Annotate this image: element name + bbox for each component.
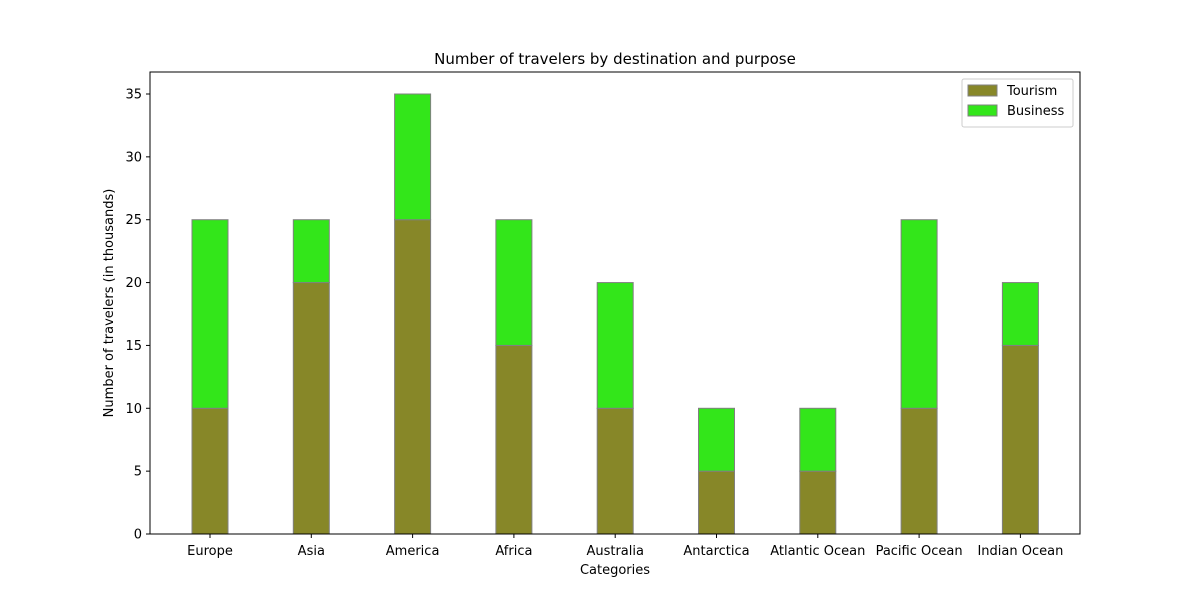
y-tick-label: 25 (125, 213, 142, 228)
bar-business-pacific-ocean (900, 219, 938, 409)
bar-tourism-indian-ocean (1001, 344, 1039, 535)
bar-tourism-pacific-ocean (900, 407, 938, 535)
legend: Tourism Business (961, 78, 1074, 128)
bar-business-asia (292, 219, 330, 284)
legend-swatch-tourism (967, 84, 998, 97)
x-tick-label: Antarctica (683, 544, 749, 559)
x-tick-label: Europe (187, 544, 233, 559)
x-axis-label: Categories (580, 563, 650, 578)
y-tick-label: 20 (125, 276, 142, 291)
bar-business-atlantic-ocean (799, 407, 837, 472)
legend-label-business: Business (1007, 104, 1065, 119)
x-axis: Europe Asia America Africa Australia Antarcti… (187, 534, 1063, 559)
x-tick-label: Indian Ocean (977, 544, 1063, 559)
y-tick-label: 10 (125, 402, 142, 417)
x-tick-label: Africa (495, 544, 532, 559)
chart-title: Number of travelers by destination and p… (434, 50, 796, 68)
bar-tourism-africa (495, 344, 533, 535)
bar-business-indian-ocean (1001, 282, 1039, 346)
y-tick-label: 5 (134, 465, 142, 480)
bar-tourism-asia (292, 282, 330, 535)
y-tick-label: 15 (125, 339, 142, 354)
bar-tourism-australia (596, 407, 634, 535)
bar-tourism-europe (191, 407, 229, 535)
legend-label-tourism: Tourism (1006, 84, 1057, 99)
y-tick-label: 30 (125, 150, 142, 165)
bar-tourism-america (394, 219, 432, 535)
bar-tourism-atlantic-ocean (799, 470, 837, 535)
x-tick-label: Atlantic Ocean (770, 544, 865, 559)
bar-business-antarctica (698, 407, 735, 472)
y-tick-label: 0 (134, 528, 142, 543)
bar-business-america (394, 93, 432, 221)
y-axis: 0 5 10 15 20 25 30 35 (125, 88, 150, 543)
y-tick-label: 35 (125, 88, 142, 103)
bar-business-europe (191, 219, 229, 409)
x-tick-label: Asia (298, 544, 325, 559)
x-tick-label: Australia (586, 544, 644, 559)
legend-swatch-business (967, 104, 998, 117)
x-tick-label: Pacific Ocean (876, 544, 963, 559)
y-axis-label: Number of travelers (in thousands) (102, 189, 117, 418)
x-tick-label: America (386, 544, 440, 559)
plot-area (191, 93, 1039, 535)
bar-tourism-antarctica (698, 470, 735, 535)
bar-business-australia (596, 282, 634, 409)
bar-business-africa (495, 219, 533, 346)
